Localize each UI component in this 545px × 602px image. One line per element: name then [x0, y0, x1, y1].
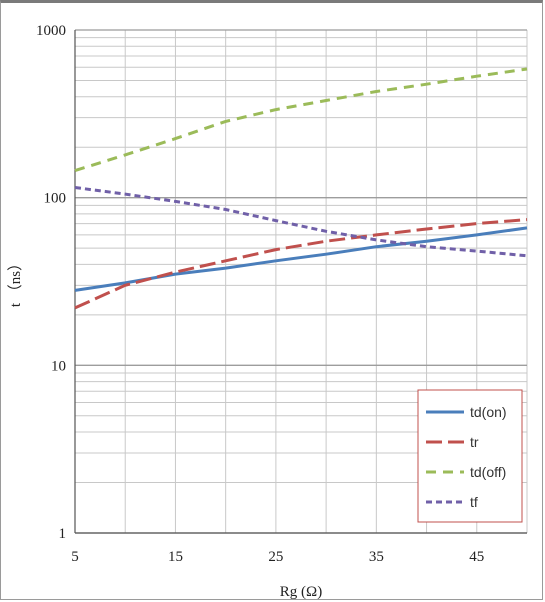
x-tick-label: 5: [71, 549, 79, 565]
legend: td(on) tr td(off) tf: [417, 389, 523, 523]
axes: [74, 30, 527, 534]
x-tick-label: 25: [268, 549, 283, 565]
legend-label: tr: [470, 434, 479, 450]
x-axis-title: Rg (Ω): [280, 584, 322, 600]
y-tick-label: 100: [44, 191, 67, 207]
legend-label: td(on): [470, 404, 507, 420]
legend-label: td(off): [470, 464, 506, 480]
x-tick-label: 35: [369, 549, 384, 565]
legend-label: tf: [470, 494, 478, 510]
x-tick-label: 45: [469, 549, 484, 565]
tick-labels: 5 15 25 35 45 1 10 100 1000: [36, 23, 484, 565]
series-line-tr: [74, 218, 528, 310]
y-tick-label: 1000: [36, 23, 66, 39]
y-tick-label: 1: [59, 526, 67, 542]
series-lines: [74, 67, 528, 310]
x-tick-label: 15: [168, 549, 183, 565]
series-line-tdoff: [74, 67, 528, 173]
y-tick-label: 10: [51, 358, 66, 374]
y-axis-title: t （ns）: [7, 256, 24, 307]
series-line-tf: [74, 186, 528, 258]
grid: [74, 29, 528, 534]
